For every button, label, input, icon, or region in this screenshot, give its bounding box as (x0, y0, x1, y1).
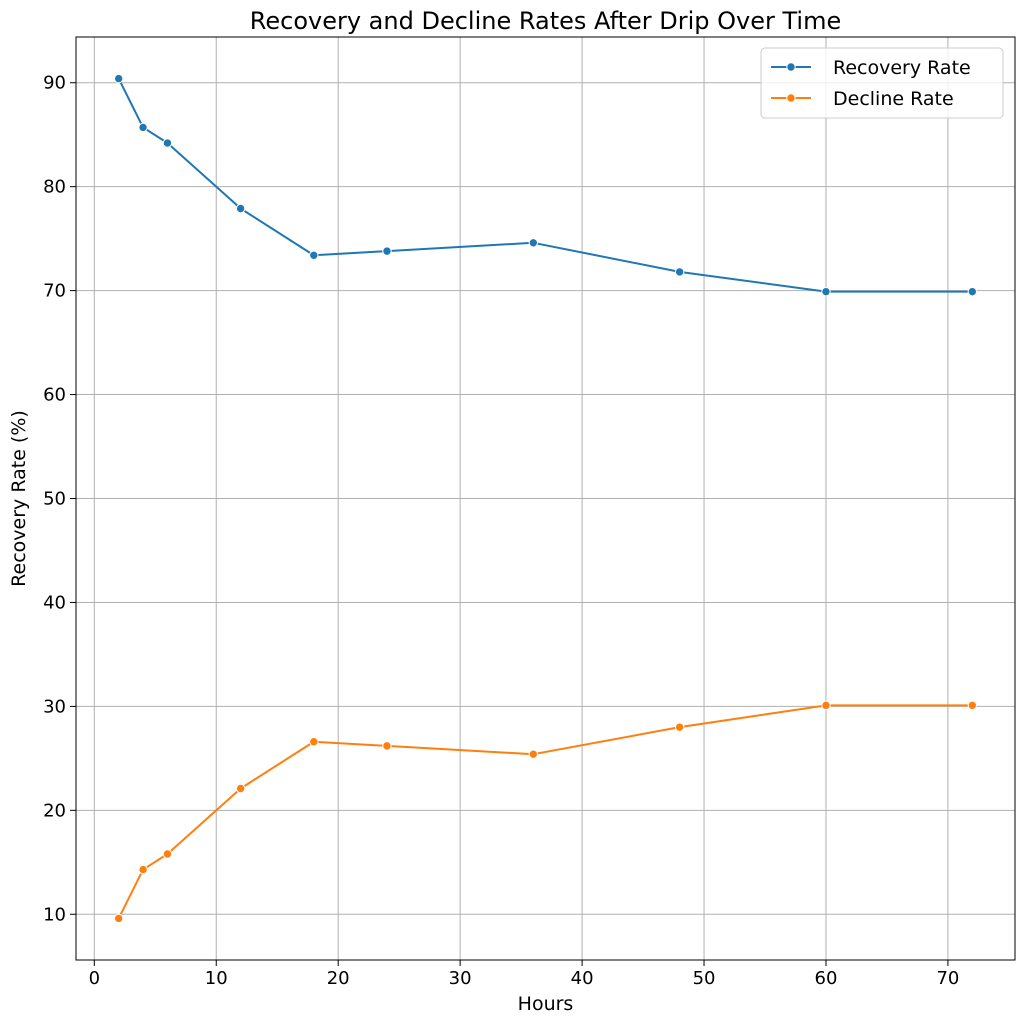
x-tick-label: 20 (327, 968, 350, 989)
x-tick-label: 40 (571, 968, 594, 989)
x-tick-label: 70 (936, 968, 959, 989)
y-tick-label: 50 (43, 489, 66, 510)
data-point-recovery (162, 138, 173, 148)
axis-ticks: 0 10 20 30 40 50 60 70 10 20 30 40 50 60 70 80 90 (43, 73, 959, 989)
y-tick-label: 20 (43, 800, 66, 821)
series-layer (113, 73, 978, 924)
data-point-recovery (309, 250, 319, 260)
legend-label-decline: Decline Rate (833, 88, 954, 110)
y-tick-label: 60 (43, 385, 66, 406)
y-axis-label: Recovery Rate (%) (8, 410, 30, 587)
data-point-decline (382, 741, 392, 751)
series-line-decline (117, 704, 973, 919)
x-tick-label: 60 (815, 968, 838, 989)
legend-items: Recovery Rate Decline Rate (771, 57, 971, 110)
legend-marker-recovery (786, 62, 796, 72)
y-tick-label: 10 (43, 904, 66, 925)
x-tick-label: 0 (89, 968, 100, 989)
series-line-recovery (117, 78, 973, 293)
y-tick-label: 40 (43, 592, 66, 613)
x-tick-label: 30 (449, 968, 472, 989)
legend-box (760, 47, 1004, 119)
legend: Recovery Rate Decline Rate (760, 47, 1004, 119)
x-tick-label: 10 (205, 968, 228, 989)
data-point-decline (309, 737, 319, 747)
data-point-decline (162, 849, 173, 859)
data-point-recovery (821, 286, 831, 297)
y-tick-label: 30 (43, 696, 66, 717)
x-tick-label: 50 (693, 968, 716, 989)
legend-label-recovery: Recovery Rate (833, 57, 971, 79)
data-point-decline (821, 700, 831, 711)
data-point-recovery (138, 122, 148, 133)
legend-marker-decline (786, 93, 796, 103)
data-point-recovery (967, 286, 978, 297)
data-point-decline (235, 783, 246, 794)
data-point-recovery (528, 238, 539, 248)
y-tick-label: 90 (43, 73, 66, 94)
y-tick-label: 70 (43, 281, 66, 302)
data-point-recovery (382, 246, 392, 256)
data-point-decline (967, 700, 978, 711)
y-tick-label: 80 (43, 177, 66, 198)
data-point-decline (113, 913, 124, 924)
data-point-recovery (235, 203, 246, 214)
grid (76, 37, 1015, 960)
data-point-decline (528, 749, 539, 759)
chart-title: Recovery and Decline Rates After Drip Ov… (250, 7, 841, 35)
data-point-recovery (113, 73, 124, 84)
data-point-recovery (674, 267, 685, 277)
x-axis-label: Hours (518, 993, 574, 1015)
data-point-decline (674, 722, 685, 732)
data-point-decline (138, 864, 148, 875)
